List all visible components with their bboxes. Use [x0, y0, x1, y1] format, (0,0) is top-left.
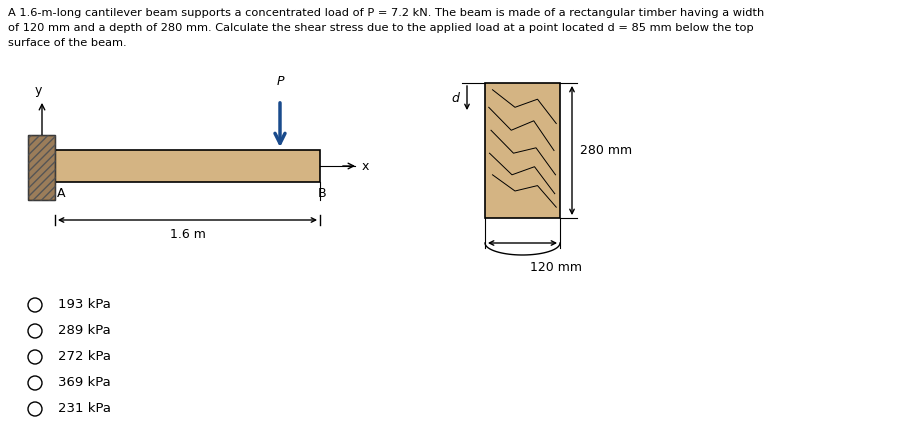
Text: x: x: [362, 159, 369, 172]
Text: 120 mm: 120 mm: [531, 261, 583, 274]
Text: P: P: [276, 75, 284, 88]
Text: 1.6 m: 1.6 m: [170, 228, 205, 241]
Text: d: d: [451, 92, 459, 105]
Text: of 120 mm and a depth of 280 mm. Calculate the shear stress due to the applied l: of 120 mm and a depth of 280 mm. Calcula…: [8, 23, 754, 33]
Text: 231 kPa: 231 kPa: [58, 403, 111, 416]
Text: A: A: [57, 187, 65, 200]
Text: y: y: [35, 84, 42, 97]
Text: 289 kPa: 289 kPa: [58, 325, 111, 338]
Text: 193 kPa: 193 kPa: [58, 299, 111, 311]
Bar: [485, 83, 560, 218]
Text: 272 kPa: 272 kPa: [58, 350, 111, 364]
Text: 280 mm: 280 mm: [580, 144, 632, 157]
Text: 369 kPa: 369 kPa: [58, 377, 111, 389]
Bar: [28, 135, 55, 200]
Bar: [55, 150, 320, 182]
Bar: [28, 135, 55, 200]
Text: surface of the beam.: surface of the beam.: [8, 38, 126, 48]
Text: B: B: [318, 187, 326, 200]
Text: A 1.6-m-long cantilever beam supports a concentrated load of P = 7.2 kN. The bea: A 1.6-m-long cantilever beam supports a …: [8, 8, 764, 18]
